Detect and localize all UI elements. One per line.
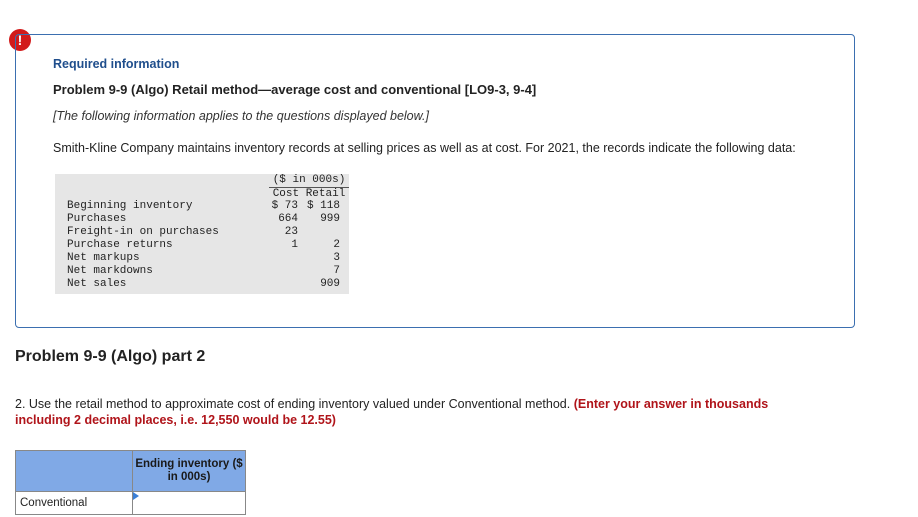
cost-header: Cost [272, 188, 300, 200]
retail-header: Retail [305, 188, 346, 200]
retail-value: 909 [320, 278, 340, 290]
ending-inventory-input[interactable] [133, 492, 245, 514]
info-note: [The following information applies to th… [53, 109, 429, 123]
part-title: Problem 9-9 (Algo) part 2 [15, 348, 206, 365]
required-information-box [15, 34, 855, 328]
row-label: Freight-in on purchases [67, 226, 219, 238]
retail-value: 2 [333, 239, 340, 251]
problem-title: Problem 9-9 (Algo) Retail method—average… [53, 82, 537, 97]
answer-row-conventional: Conventional [15, 491, 246, 515]
table-row: Net markups 3 [0, 252, 918, 265]
conventional-label: Conventional [15, 491, 133, 515]
table-row: Beginning inventory $ 73 $ 118 [0, 200, 918, 213]
table-row: Net markdowns 7 [0, 265, 918, 278]
ending-inventory-header: Ending inventory ($ in 000s) [132, 450, 246, 492]
cost-value: 664 [278, 213, 298, 225]
row-label: Purchases [67, 213, 127, 225]
table-row: Freight-in on purchases 23 [0, 226, 918, 239]
answer-header-row: Ending inventory ($ in 000s) [15, 450, 246, 492]
data-table-background [55, 174, 349, 294]
required-information-label: Required information [53, 57, 180, 71]
answer-table: Ending inventory ($ in 000s) Conventiona… [15, 450, 246, 515]
cost-value: 23 [284, 226, 298, 238]
answer-instruction: (Enter your answer in thousands includin… [15, 397, 769, 427]
cost-value: $ 73 [271, 200, 298, 212]
question-text: 2. Use the retail method to approximate … [15, 396, 815, 428]
unit-header: ($ in 000s) [269, 174, 349, 188]
retail-value: 3 [333, 252, 340, 264]
cost-value: 1 [291, 239, 298, 251]
retail-value: 999 [320, 213, 340, 225]
corner-cell [15, 450, 133, 492]
table-row: Net sales 909 [0, 278, 918, 291]
question-body: 2. Use the retail method to approximate … [15, 397, 571, 411]
table-row: Purchases 664 999 [0, 213, 918, 226]
row-label: Net sales [67, 278, 127, 290]
row-label: Net markups [67, 252, 140, 264]
ending-inventory-input-cell[interactable] [132, 491, 246, 515]
row-label: Net markdowns [67, 265, 153, 277]
row-label: Beginning inventory [67, 200, 193, 212]
row-label: Purchase returns [67, 239, 173, 251]
intro-text: Smith-Kline Company maintains inventory … [53, 141, 796, 155]
table-row: Purchase returns 1 2 [0, 239, 918, 252]
retail-value: $ 118 [306, 200, 340, 212]
retail-value: 7 [333, 265, 340, 277]
input-indicator-icon [133, 492, 139, 500]
data-table-header: ($ in 000s) Cost Retail [269, 174, 349, 201]
